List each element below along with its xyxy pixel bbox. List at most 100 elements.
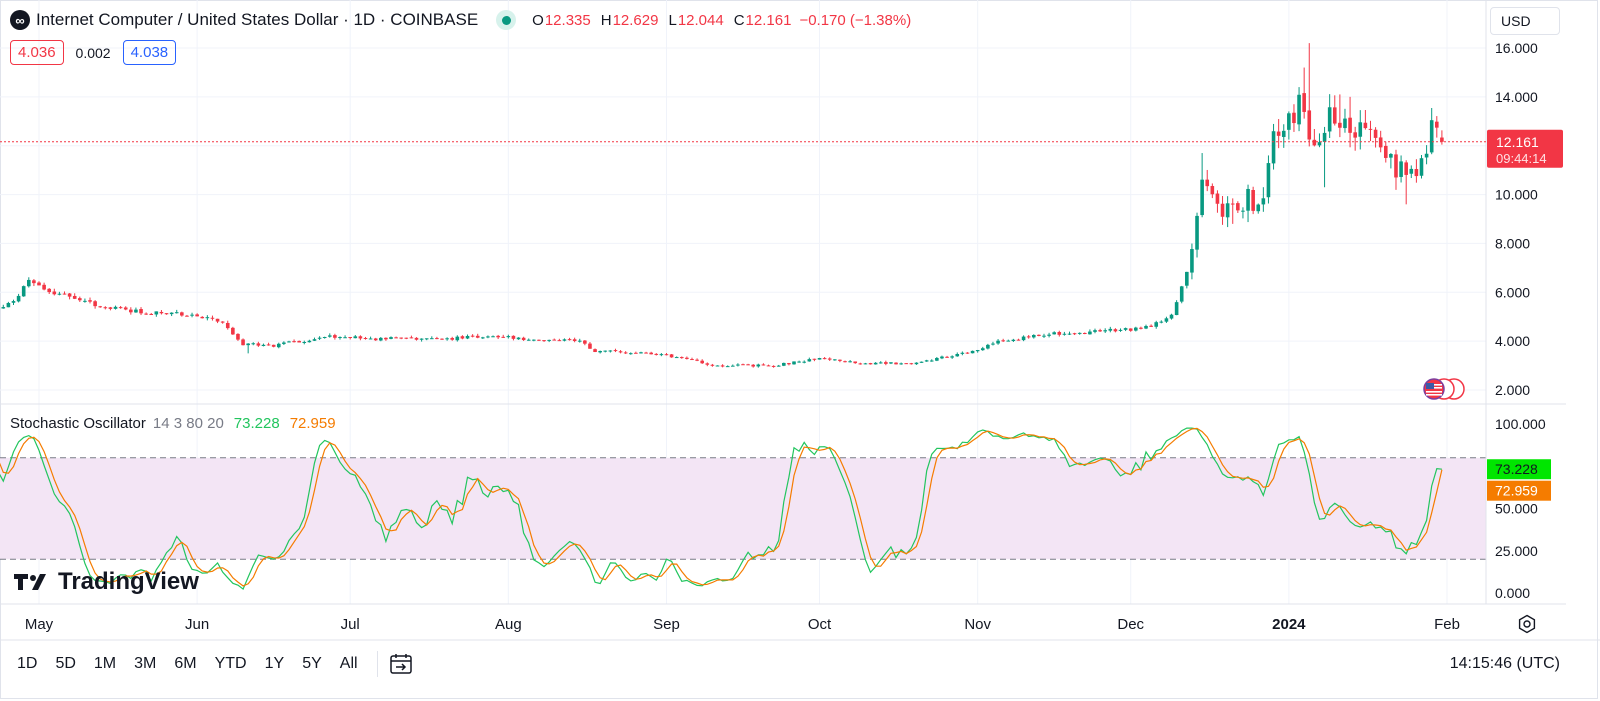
icp-logo-icon[interactable]: ∞ [10,10,30,30]
x-tick-label: Oct [807,616,832,633]
candle-body [975,350,980,352]
tab-6m[interactable]: 6M [174,655,197,672]
candle-body [1108,328,1113,331]
candle-body [1409,168,1414,174]
currency-selector[interactable]: USD [1490,7,1560,35]
tab-1y[interactable]: 1Y [264,655,285,672]
candle-body [1098,330,1102,332]
tab-all[interactable]: All [339,655,358,672]
x-tick-label: Feb [1434,616,1460,633]
candle-body [251,343,256,345]
candle-body [220,321,225,323]
candle-body [812,358,817,360]
candle-body [475,335,480,338]
tab-5y[interactable]: 5Y [302,655,322,672]
stochastic-legend[interactable]: Stochastic Oscillator 14 3 80 20 73.228 … [10,415,336,432]
indicator-params: 14 3 80 20 [152,415,224,432]
candle-body [1256,204,1261,212]
candle-body [200,316,205,319]
candle-body [343,337,347,339]
candle-body [965,352,970,354]
candle-body [6,302,11,308]
candle-body [276,343,281,348]
candle-body [756,364,761,367]
candle-body [246,343,250,346]
candle-body [628,353,633,355]
candle-body [419,338,424,340]
candle-body [1154,322,1159,327]
candle-body [720,365,725,367]
candle-body [955,354,960,357]
candle-body [705,363,710,365]
settings-gear-icon[interactable] [1517,614,1537,634]
candle-body [67,293,72,297]
candle-body [1123,328,1128,330]
us-flag-events-icon[interactable] [1421,378,1467,400]
candle-body [924,360,929,362]
candle-body [1103,330,1108,332]
candle-body [623,352,628,354]
tab-5d[interactable]: 5D [55,655,76,672]
candle-body [588,343,592,349]
candle-body [710,364,715,366]
candle-body [945,356,949,358]
range-tabs: 1D 5D 1M 3M 6M YTD 1Y 5Y All [8,651,414,677]
candle-body [1149,325,1153,327]
y-tick-label: 10.000 [1495,187,1538,203]
stochastic-band [0,457,1486,560]
stochastic-tick-label: 0.000 [1495,585,1530,601]
y-tick-label: 6.000 [1495,284,1530,300]
candle-body [608,350,613,352]
candle-body [491,336,495,338]
candle-body [302,341,307,343]
candle-body [797,361,801,363]
candle-body [730,365,735,367]
goto-date-icon[interactable] [388,652,414,676]
candle-body [1169,314,1174,319]
tab-1d[interactable]: 1D [17,655,38,672]
candle-body [159,311,164,314]
candle-body [414,337,419,340]
candle-body [1332,107,1337,124]
market-open-icon[interactable] [496,10,517,30]
buy-price-box[interactable]: 4.038 [122,40,177,65]
candle-body [685,357,689,359]
symbol-title[interactable]: Internet Computer / United States Dollar… [36,10,479,29]
candle-body [1399,161,1403,177]
k-value-tag [1487,459,1551,480]
candle-body [894,362,898,365]
candle-body [1220,203,1225,217]
sell-price-box[interactable]: 4.036 [10,40,64,65]
candle-body [537,339,541,341]
stochastic-tick-label: 25.000 [1495,543,1538,559]
candle-body [562,339,567,341]
candle-body [506,336,511,338]
candle-body [567,339,572,341]
candle-body [960,352,965,354]
candle-body [1424,153,1429,158]
candle-body [455,336,460,341]
candle-body [909,363,914,365]
candle-body [1378,137,1383,148]
candle-body [1266,163,1271,198]
candle-body [904,363,909,365]
candle-body [312,339,317,341]
utc-clock[interactable]: 14:15:46 (UTC) [1449,655,1560,672]
tab-1m[interactable]: 1M [93,655,117,672]
candle-body [751,364,756,367]
candle-body [521,337,526,341]
candle-body [287,341,291,343]
candle-body [1271,131,1276,164]
tradingview-logo[interactable]: TradingView [12,568,199,596]
candle-body [557,340,562,342]
candle-body [486,336,490,338]
candle-body [1179,286,1184,302]
tab-3m[interactable]: 3M [134,655,157,672]
tab-ytd[interactable]: YTD [214,655,247,672]
candle-body [1389,154,1393,158]
candle-body [190,314,194,316]
candle-body [1042,335,1046,337]
candle-body [669,354,674,358]
candle-body [261,344,266,347]
